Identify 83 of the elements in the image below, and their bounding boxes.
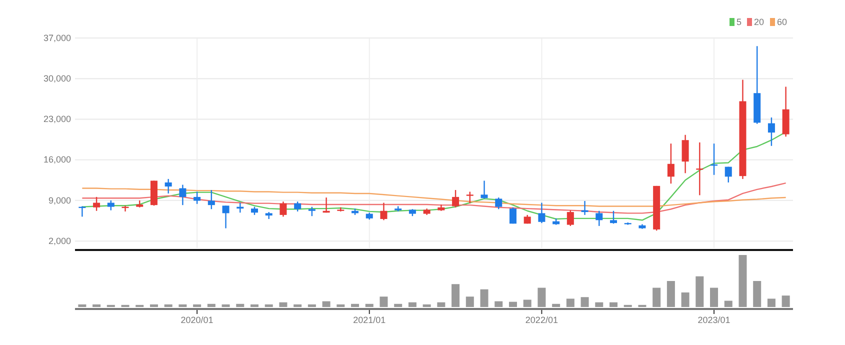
- x-tick-label: 2023/01: [698, 315, 730, 325]
- y-tick-label: 9,000: [48, 195, 71, 206]
- x-tick-label: 2021/01: [353, 315, 386, 325]
- candlestick: [682, 134, 689, 174]
- bar: [264, 304, 273, 307]
- bar: [250, 304, 258, 307]
- candlestick: [93, 196, 100, 212]
- y-tick-label: 2,000: [48, 236, 71, 246]
- bar: [724, 300, 732, 307]
- candlestick: [667, 142, 674, 184]
- bar: [652, 288, 661, 307]
- bar: [150, 304, 158, 307]
- bar: [508, 302, 517, 307]
- candlestick: [509, 206, 516, 224]
- bar: [92, 304, 101, 307]
- candlestick: [480, 180, 488, 200]
- bar: [279, 302, 288, 307]
- candlestick: [107, 200, 114, 211]
- candlestick: [596, 210, 603, 227]
- bar: [566, 298, 574, 307]
- bar: [78, 304, 86, 307]
- bar: [351, 304, 360, 307]
- bar: [394, 304, 402, 307]
- bar: [193, 304, 202, 307]
- bar: [380, 296, 388, 307]
- bar: [164, 304, 172, 307]
- bar: [753, 281, 762, 307]
- legend-label: 5: [736, 16, 742, 27]
- candlestick: [610, 210, 617, 224]
- bar: [236, 304, 244, 307]
- y-tick-label: 16,000: [43, 154, 71, 165]
- bar: [538, 288, 546, 307]
- candlestick: [194, 191, 201, 205]
- candlestick: [164, 178, 172, 194]
- candlestick: [566, 210, 574, 227]
- y-tick-label: 37,000: [43, 32, 71, 43]
- bar: [308, 304, 316, 307]
- candlestick: [466, 191, 474, 204]
- bar: [365, 304, 374, 307]
- bar: [580, 297, 589, 307]
- candlestick: [768, 116, 775, 146]
- bar: [552, 304, 560, 307]
- candlestick: [208, 189, 215, 210]
- candlestick: [222, 205, 230, 229]
- bar: [782, 296, 790, 307]
- bar: [523, 300, 532, 307]
- bar: [466, 296, 474, 307]
- bar: [480, 289, 488, 307]
- candlestick: [308, 206, 316, 217]
- bar: [422, 304, 431, 307]
- y-tick-label: 23,000: [43, 114, 71, 124]
- bar: [610, 302, 618, 307]
- candlestick: [724, 166, 732, 184]
- x-tick-label: 2020/01: [180, 315, 214, 325]
- bar: [738, 255, 747, 307]
- bar: [696, 276, 704, 307]
- bar: [710, 288, 718, 307]
- bar: [437, 302, 446, 307]
- x-tick-label: 2022/01: [525, 315, 558, 325]
- bar: [767, 298, 776, 307]
- bar: [322, 301, 330, 307]
- bar: [336, 304, 345, 307]
- bar: [681, 292, 690, 307]
- candlestick: [495, 196, 502, 210]
- candlestick: [179, 184, 186, 206]
- candlestick: [538, 202, 546, 224]
- bar: [595, 302, 604, 307]
- candlestick: [380, 202, 388, 221]
- bar: [294, 304, 302, 307]
- bar: [408, 302, 416, 307]
- candlestick: [294, 200, 302, 212]
- bar: [207, 304, 216, 307]
- candlestick: [280, 200, 287, 218]
- line-series: [82, 188, 786, 207]
- bar: [452, 284, 460, 307]
- bar: [666, 281, 675, 307]
- legend-label: 20: [754, 16, 764, 27]
- candlestick: [452, 189, 460, 208]
- y-tick-label: 30,000: [43, 73, 71, 84]
- bar: [494, 301, 503, 307]
- legend-label: 60: [777, 16, 788, 27]
- bar: [178, 304, 187, 307]
- bar: [222, 304, 230, 307]
